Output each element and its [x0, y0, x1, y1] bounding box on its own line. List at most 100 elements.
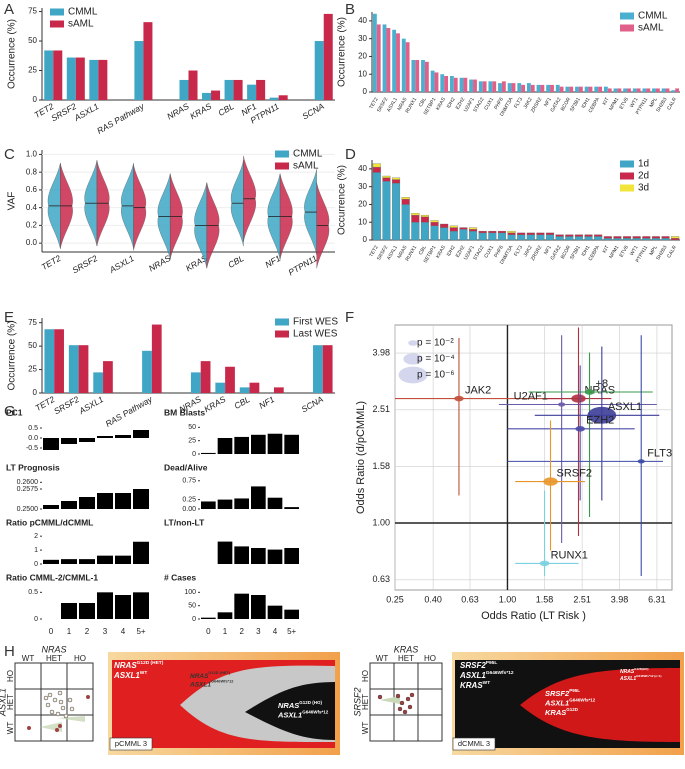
x-tick-label: KRAS: [435, 96, 447, 111]
x-tick-label: CUX1: [483, 96, 495, 111]
cell-dot: [45, 702, 51, 708]
bar: [233, 79, 243, 100]
clone-label: ASXL1G646Wfs*12: [459, 670, 514, 680]
x-tick-label: NF1: [543, 244, 553, 255]
gene-name: KRAS: [460, 681, 483, 690]
bar-segment: [488, 232, 497, 241]
cell-dot: [27, 726, 31, 730]
bar: [234, 593, 249, 619]
variant: G646Wfs*12: [302, 710, 329, 715]
bar: [392, 29, 397, 92]
y-tick-label: 100: [184, 589, 196, 596]
bar: [93, 372, 104, 393]
bar-segment: [594, 236, 603, 241]
bar-segment: [546, 232, 555, 235]
gene-name: SRSF2: [460, 661, 486, 670]
y-tick-label: 10: [358, 69, 367, 78]
y-tick-label: 30: [358, 182, 367, 191]
bar: [463, 77, 468, 92]
bar-segment: [459, 227, 468, 230]
y-tick-label: 50: [188, 603, 196, 610]
legend-swatch: [275, 330, 289, 338]
row-label: HO: [6, 670, 15, 682]
bar-segment: [574, 234, 583, 237]
bar-segment: [536, 232, 545, 235]
small-chart-title: PC1: [6, 407, 23, 417]
bar: [267, 497, 283, 509]
bar-segment: [507, 230, 516, 234]
y-axis-label: Occurrence (%): [7, 19, 18, 89]
x-tick-label: KRAS: [202, 394, 227, 414]
bar-segment: [372, 166, 381, 173]
bar-segment: [430, 222, 439, 226]
x-tick-label: EZH2: [455, 96, 467, 110]
bar: [453, 77, 458, 92]
bar: [217, 499, 233, 509]
y-tick-label: 0.75: [182, 478, 196, 485]
x-tick-label: MPL: [648, 244, 658, 256]
bar: [655, 88, 660, 92]
bar: [449, 76, 454, 92]
point-label: U2AF1: [514, 390, 548, 402]
bar-segment: [382, 181, 391, 241]
bar: [133, 592, 149, 619]
col-gene: KRAS: [394, 644, 419, 654]
cell-dot: [60, 705, 66, 711]
y-tick-label: 0.2575: [17, 486, 39, 493]
bar: [256, 79, 266, 100]
bar: [550, 84, 554, 92]
panel-letter: H: [4, 643, 15, 660]
legend-swatch: [50, 8, 64, 16]
bar: [632, 88, 637, 92]
x-tick-label: PHF6: [493, 244, 505, 258]
x-tick-label: ASXL1: [72, 101, 101, 124]
x-tick-label: SCNA: [300, 101, 326, 122]
bar-segment: [526, 232, 535, 235]
x-tick-label: IDH1: [581, 244, 592, 257]
x-tick-label: SRSF2: [52, 394, 81, 416]
x-tick-label: CBL: [418, 96, 428, 108]
bar: [603, 86, 608, 92]
x-tick-label: CBL: [418, 244, 428, 256]
bar: [323, 13, 333, 100]
size-legend-label: p = 10⁻²: [417, 338, 454, 349]
bar-segment: [651, 236, 660, 239]
col-label: HO: [424, 654, 436, 663]
x-tick-label: NPM1: [608, 96, 620, 111]
x-tick-label: PHF6: [493, 96, 505, 110]
bar-segment: [671, 238, 680, 241]
y-tick-label: 0.8: [26, 167, 38, 176]
legend-label: sAML: [638, 23, 664, 34]
panel-letter: B: [345, 1, 355, 18]
point-label: JAK2: [465, 384, 491, 396]
bar-segment: [584, 234, 593, 237]
col-label: HO: [74, 654, 86, 663]
bar: [430, 70, 435, 92]
bar: [115, 595, 131, 619]
x-tick-label: 1: [67, 627, 72, 636]
clone-label: NRASG12D (HET): [190, 670, 231, 680]
gene-name: NRAS: [278, 701, 299, 710]
fish-clone: [520, 668, 680, 742]
bar: [473, 79, 477, 92]
row-label: HO: [361, 670, 370, 682]
y-tick-label: 40: [358, 16, 367, 25]
bar: [61, 603, 77, 619]
bar: [234, 546, 249, 564]
row-label: WT: [6, 722, 15, 735]
gene-name: ASXL1: [113, 671, 140, 680]
bar: [66, 57, 76, 100]
bar-segment: [392, 179, 401, 184]
bar: [267, 549, 283, 564]
bar: [61, 501, 77, 509]
y-tick-label: 75: [28, 7, 37, 16]
bar: [652, 88, 656, 92]
cell-dot: [86, 695, 90, 699]
variant: G12D (HO): [299, 700, 322, 705]
bar: [151, 324, 162, 393]
variant: G646Wfs*12: [211, 679, 234, 684]
bar-segment: [430, 225, 439, 241]
bar: [43, 559, 59, 564]
bar-segment: [478, 230, 487, 234]
bar: [646, 88, 651, 92]
